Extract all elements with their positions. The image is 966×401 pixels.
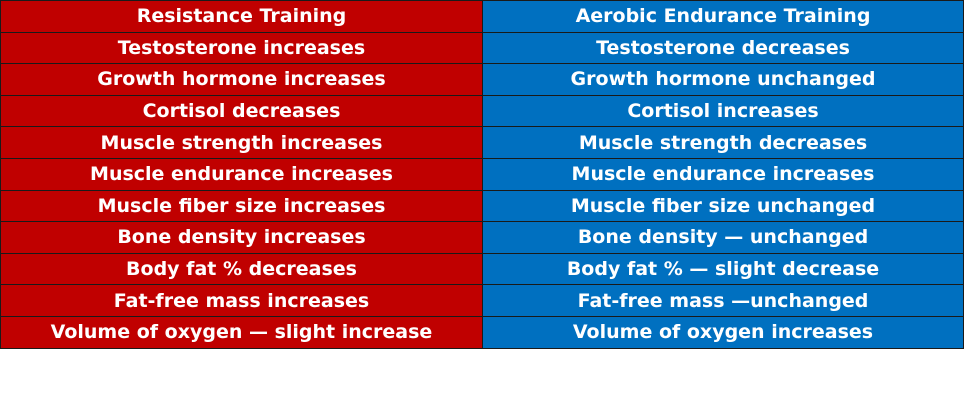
resistance-cell: Muscle strength increases [0, 126, 483, 159]
resistance-cell: Fat-free mass increases [0, 284, 483, 317]
table-row: Muscle strength increases Muscle strengt… [0, 126, 964, 159]
aerobic-cell: Volume of oxygen increases [482, 315, 964, 349]
resistance-cell: Body fat % decreases [0, 252, 483, 286]
resistance-training-header: Resistance Training [0, 0, 483, 33]
resistance-cell: Testosterone increases [0, 31, 483, 65]
aerobic-cell: Muscle strength decreases [482, 126, 964, 159]
table-row: Fat-free mass increases Fat-free mass —u… [0, 284, 964, 317]
aerobic-training-header: Aerobic Endurance Training [482, 0, 964, 33]
header-row: Resistance Training Aerobic Endurance Tr… [0, 0, 964, 33]
table-row: Cortisol decreases Cortisol increases [0, 94, 964, 128]
table-row: Bone density increases Bone density — un… [0, 221, 964, 254]
resistance-cell: Growth hormone increases [0, 63, 483, 96]
comparison-table: Resistance Training Aerobic Endurance Tr… [0, 0, 964, 349]
aerobic-cell: Bone density — unchanged [482, 221, 964, 254]
table-row: Muscle fiber size increases Muscle fiber… [0, 189, 964, 223]
table-row: Body fat % decreases Body fat % — slight… [0, 252, 964, 286]
aerobic-cell: Muscle fiber size unchanged [482, 189, 964, 223]
table-row: Muscle endurance increases Muscle endura… [0, 157, 964, 191]
aerobic-cell: Testosterone decreases [482, 31, 964, 65]
resistance-cell: Cortisol decreases [0, 94, 483, 128]
aerobic-cell: Fat-free mass —unchanged [482, 284, 964, 317]
resistance-cell: Bone density increases [0, 221, 483, 254]
aerobic-cell: Growth hormone unchanged [482, 63, 964, 96]
table-row: Volume of oxygen — slight increase Volum… [0, 315, 964, 349]
resistance-cell: Muscle fiber size increases [0, 189, 483, 223]
table-row: Testosterone increases Testosterone decr… [0, 31, 964, 65]
table-row: Growth hormone increases Growth hormone … [0, 63, 964, 96]
resistance-cell: Muscle endurance increases [0, 157, 483, 191]
resistance-cell: Volume of oxygen — slight increase [0, 315, 483, 349]
aerobic-cell: Body fat % — slight decrease [482, 252, 964, 286]
aerobic-cell: Muscle endurance increases [482, 157, 964, 191]
aerobic-cell: Cortisol increases [482, 94, 964, 128]
